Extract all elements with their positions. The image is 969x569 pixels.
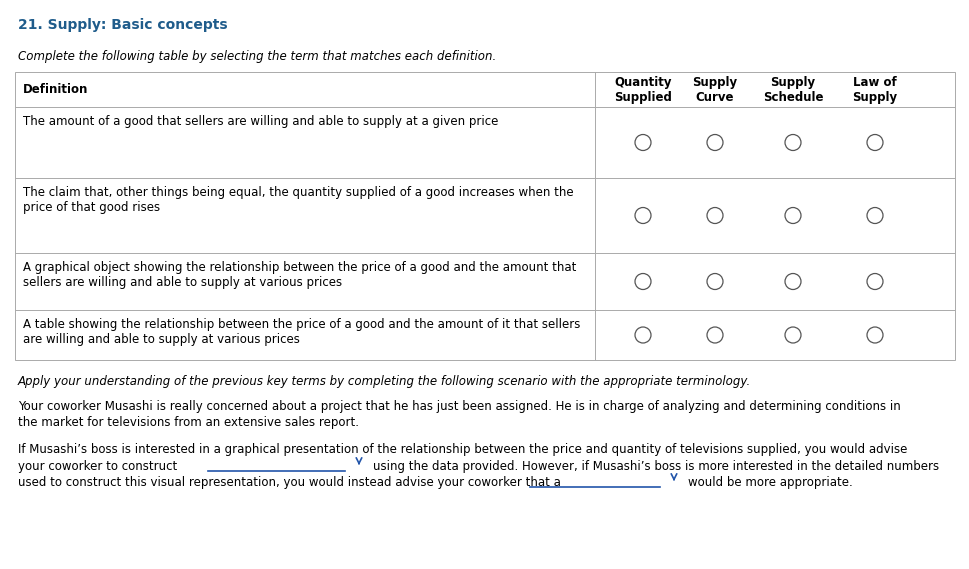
Text: The claim that, other things being equal, the quantity supplied of a good increa: The claim that, other things being equal… — [23, 186, 574, 214]
Bar — [15, 72, 955, 360]
Text: using the data provided. However, if Musashi’s boss is more interested in the de: using the data provided. However, if Mus… — [373, 460, 939, 473]
Text: Your coworker Musashi is really concerned about a project that he has just been : Your coworker Musashi is really concerne… — [18, 400, 901, 413]
Text: Supply
Curve: Supply Curve — [693, 76, 737, 104]
Text: your coworker to construct: your coworker to construct — [18, 460, 177, 473]
Text: Quantity
Supplied: Quantity Supplied — [614, 76, 672, 104]
Text: A table showing the relationship between the price of a good and the amount of i: A table showing the relationship between… — [23, 318, 580, 346]
Text: Supply
Schedule: Supply Schedule — [763, 76, 824, 104]
Text: If Musashi’s boss is interested in a graphical presentation of the relationship : If Musashi’s boss is interested in a gra… — [18, 443, 907, 456]
Text: would be more appropriate.: would be more appropriate. — [688, 476, 853, 489]
Text: 21. Supply: Basic concepts: 21. Supply: Basic concepts — [18, 18, 228, 32]
Text: used to construct this visual representation, you would instead advise your cowo: used to construct this visual representa… — [18, 476, 561, 489]
Text: The amount of a good that sellers are willing and able to supply at a given pric: The amount of a good that sellers are wi… — [23, 115, 498, 128]
Text: the market for televisions from an extensive sales report.: the market for televisions from an exten… — [18, 416, 359, 429]
Text: Law of
Supply: Law of Supply — [853, 76, 897, 104]
Text: Definition: Definition — [23, 83, 88, 96]
Text: Apply your understanding of the previous key terms by completing the following s: Apply your understanding of the previous… — [18, 375, 751, 388]
Text: A graphical object showing the relationship between the price of a good and the : A graphical object showing the relations… — [23, 261, 577, 289]
Text: Complete the following table by selecting the term that matches each definition.: Complete the following table by selectin… — [18, 50, 496, 63]
